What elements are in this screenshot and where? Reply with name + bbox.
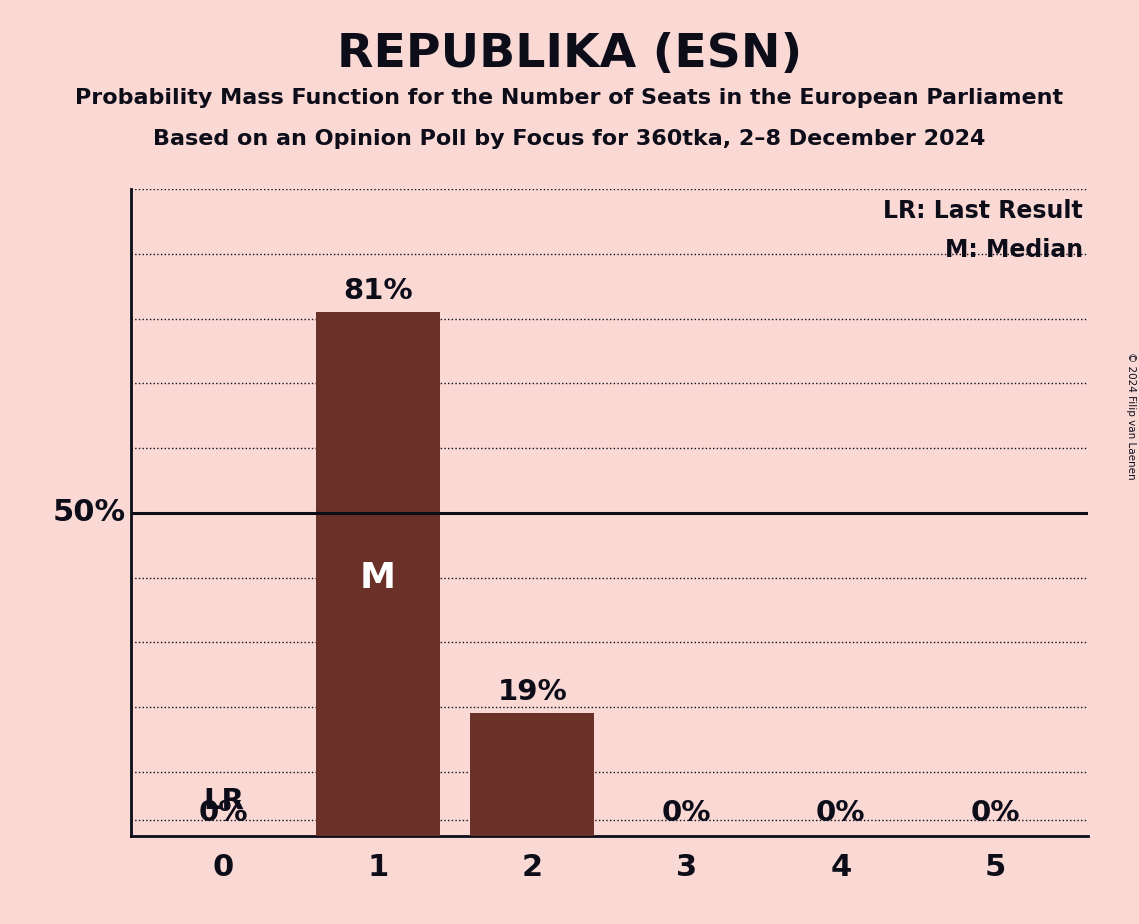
Text: 0%: 0% [970, 798, 1019, 827]
Text: 0%: 0% [199, 798, 248, 827]
Text: LR: Last Result: LR: Last Result [883, 199, 1083, 223]
Text: 0%: 0% [662, 798, 711, 827]
Text: © 2024 Filip van Laenen: © 2024 Filip van Laenen [1126, 352, 1136, 480]
Text: 81%: 81% [343, 276, 412, 305]
Text: LR: LR [203, 787, 244, 815]
Bar [470, 713, 593, 836]
Text: 50%: 50% [54, 498, 126, 528]
Text: M: M [360, 561, 396, 594]
Bar [317, 312, 440, 836]
Text: Based on an Opinion Poll by Focus for 360tka, 2–8 December 2024: Based on an Opinion Poll by Focus for 36… [154, 129, 985, 150]
Text: 0%: 0% [816, 798, 866, 827]
Text: REPUBLIKA (ESN): REPUBLIKA (ESN) [337, 32, 802, 78]
Text: 19%: 19% [498, 677, 567, 706]
Text: M: Median: M: Median [945, 237, 1083, 261]
Text: Probability Mass Function for the Number of Seats in the European Parliament: Probability Mass Function for the Number… [75, 88, 1064, 108]
